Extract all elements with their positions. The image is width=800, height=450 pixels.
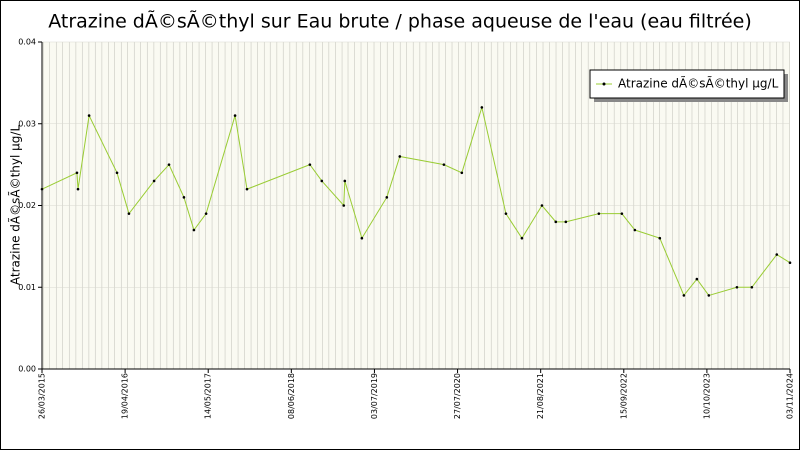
- x-tick-label: 14/05/2017: [204, 373, 213, 419]
- data-point: [442, 163, 446, 166]
- x-tick-label: 21/08/2021: [536, 373, 545, 419]
- data-point: [75, 171, 79, 175]
- data-point: [658, 236, 662, 240]
- data-point: [597, 212, 601, 215]
- data-point: [504, 212, 508, 215]
- data-point: [633, 228, 637, 232]
- legend-label: Atrazine dÃ©sÃ©thyl µg/L: [618, 76, 779, 91]
- data-point: [87, 114, 91, 117]
- data-point: [308, 163, 312, 166]
- y-tick-label: 0.01: [18, 283, 36, 292]
- data-point: [540, 204, 544, 207]
- data-point: [127, 212, 131, 215]
- legend-marker: [602, 82, 606, 86]
- data-point: [620, 212, 624, 215]
- data-point: [775, 253, 779, 256]
- x-tick-label: 26/03/2015: [38, 373, 47, 419]
- data-point: [342, 204, 346, 207]
- data-point: [233, 114, 237, 117]
- marks: [40, 105, 792, 297]
- data-point: [152, 179, 156, 183]
- data-point: [554, 220, 558, 224]
- data-point: [520, 236, 524, 240]
- y-tick-label: 0.04: [18, 38, 36, 47]
- data-point: [398, 155, 402, 158]
- y-tick-label: 0.00: [18, 365, 36, 374]
- data-point: [460, 171, 464, 175]
- legend: Atrazine dÃ©sÃ©thyl µg/L: [589, 69, 788, 102]
- data-point: [750, 285, 754, 289]
- chart-title: Atrazine dÃ©sÃ©thyl sur Eau brute / phas…: [48, 10, 752, 33]
- data-point: [360, 236, 364, 240]
- data-point: [192, 228, 196, 232]
- data-point: [707, 294, 711, 297]
- y-tick-label: 0.02: [18, 201, 36, 210]
- x-tick-label: 27/07/2020: [453, 373, 462, 419]
- data-point: [735, 285, 739, 289]
- data-point: [115, 171, 119, 175]
- y-tick-label: 0.03: [18, 119, 36, 128]
- x-tick-label: 10/10/2023: [702, 373, 711, 419]
- data-point: [564, 220, 568, 224]
- data-point: [167, 163, 171, 166]
- data-point: [320, 179, 324, 183]
- x-tick-label: 03/07/2019: [370, 373, 379, 419]
- x-tick-label: 08/06/2018: [287, 373, 296, 419]
- data-point: [76, 187, 80, 191]
- legend-box: [589, 69, 785, 99]
- y-axis-label: Atrazine dÃ©sÃ©thyl µg/L: [8, 125, 23, 286]
- x-tick-label: 03/11/2024: [786, 373, 795, 419]
- data-point: [682, 294, 686, 297]
- x-tick-label: 19/04/2016: [121, 373, 130, 419]
- data-point: [385, 196, 389, 199]
- data-point: [343, 179, 347, 183]
- data-point: [695, 277, 699, 281]
- data-point: [788, 261, 792, 265]
- data-point: [182, 196, 186, 199]
- data-point: [245, 187, 249, 191]
- data-point: [204, 212, 208, 215]
- data-point: [40, 187, 44, 191]
- data-point: [480, 106, 484, 109]
- x-tick-label: 15/09/2022: [619, 373, 628, 419]
